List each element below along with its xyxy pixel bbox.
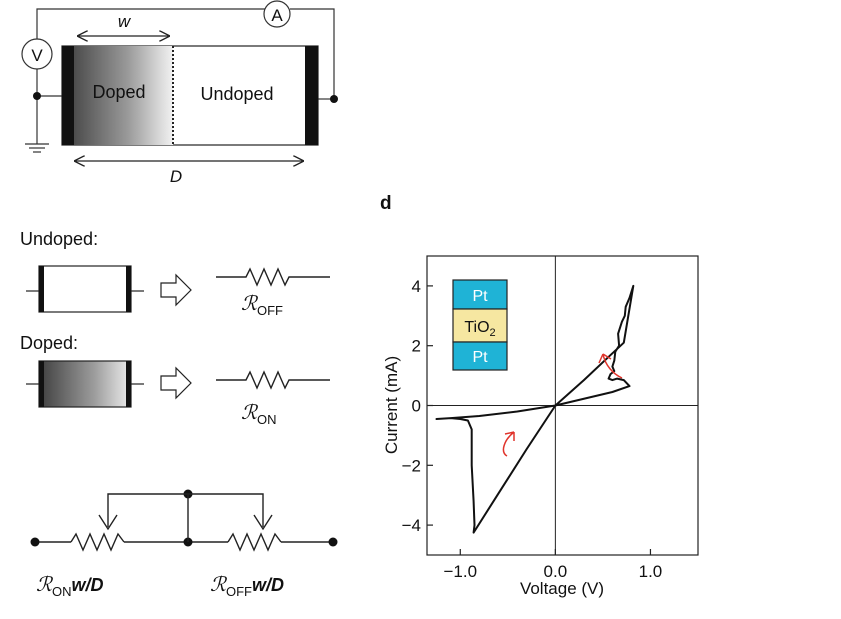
- doped-device-icon: [38, 360, 132, 408]
- y-axis-label: Current (mA): [382, 356, 401, 454]
- doped-region: [73, 46, 173, 145]
- ammeter-label: A: [271, 6, 283, 25]
- wire-top-right: [290, 8, 335, 99]
- circuit-node-right: [328, 537, 338, 547]
- undoped-device-icon: [38, 265, 132, 313]
- r-off-wd-label: ℛOFFw/D: [210, 574, 284, 599]
- wire-top-left: [36, 8, 265, 40]
- tio2-layer: [452, 308, 508, 343]
- width-label: w: [118, 12, 132, 31]
- doped-heading: Doped:: [20, 333, 78, 353]
- panel-label-d: d: [380, 193, 392, 214]
- variable-resistor-on-icon: [70, 532, 125, 552]
- right-node: [330, 95, 338, 103]
- r-on-label: ℛON: [241, 402, 276, 427]
- x-axis-label: Voltage (V): [520, 579, 604, 598]
- y-tick-label: 4: [412, 277, 421, 296]
- length-label: D: [170, 167, 182, 186]
- sweep-direction-arrow-icon: [502, 431, 515, 457]
- pt-bottom-layer: [452, 341, 508, 371]
- ammeter-symbol: [263, 0, 291, 28]
- y-tick-label: 0: [412, 397, 421, 416]
- sweep-direction-arrow-icon: [598, 353, 623, 379]
- pt-bottom-label: Pt: [472, 349, 488, 366]
- axis-ticks: −1.0 0.0 1.0 4 2 0 −2 −4: [402, 277, 663, 581]
- y-tick-label: −2: [402, 456, 421, 475]
- undoped-label: Undoped: [200, 84, 273, 104]
- arrow-right-icon: [160, 273, 192, 307]
- circuit-node-left: [30, 537, 40, 547]
- r-on-wd-label: ℛONw/D: [36, 574, 103, 599]
- variable-resistor-off-icon: [227, 532, 282, 552]
- resistor-off-icon: [216, 267, 330, 287]
- right-electrode: [305, 46, 318, 145]
- material-stack-inset: Pt TiO2 Pt: [452, 279, 508, 371]
- undoped-state: Undoped: ℛOFF: [20, 229, 330, 318]
- voltmeter-label: V: [31, 46, 43, 65]
- iv-hysteresis-curve: [435, 284, 635, 534]
- doped-state: Doped: ℛON: [20, 333, 330, 427]
- ground-symbol: [25, 143, 49, 153]
- pt-top-label: Pt: [472, 288, 488, 305]
- wiper-off-arrowhead-icon: [253, 514, 273, 531]
- left-node: [33, 92, 41, 100]
- r-off-label: ℛOFF: [241, 293, 283, 318]
- x-tick-label: −1.0: [443, 562, 477, 581]
- series-circuit: ℛONw/D ℛOFFw/D: [30, 489, 338, 599]
- wiper-on-arrowhead-icon: [98, 514, 118, 531]
- device-schematic: A V Doped Undoped w D: [21, 0, 338, 186]
- x-tick-label: 1.0: [639, 562, 663, 581]
- y-tick-label: −4: [402, 516, 421, 535]
- arrow-right-icon: [160, 366, 192, 400]
- x-tick-label: 0.0: [544, 562, 568, 581]
- tio2-label: TiO2: [464, 319, 495, 339]
- undoped-heading: Undoped:: [20, 229, 98, 249]
- resistor-on-icon: [216, 370, 330, 390]
- y-tick-label: 2: [412, 337, 421, 356]
- iv-chart: −1.0 0.0 1.0 4 2 0 −2 −4 Pt TiO2 Pt Voltage (V)…: [382, 255, 699, 598]
- wiper-off: [188, 493, 264, 527]
- doped-label: Doped: [92, 82, 145, 102]
- wiper-on: [107, 493, 188, 527]
- left-electrode: [62, 46, 74, 145]
